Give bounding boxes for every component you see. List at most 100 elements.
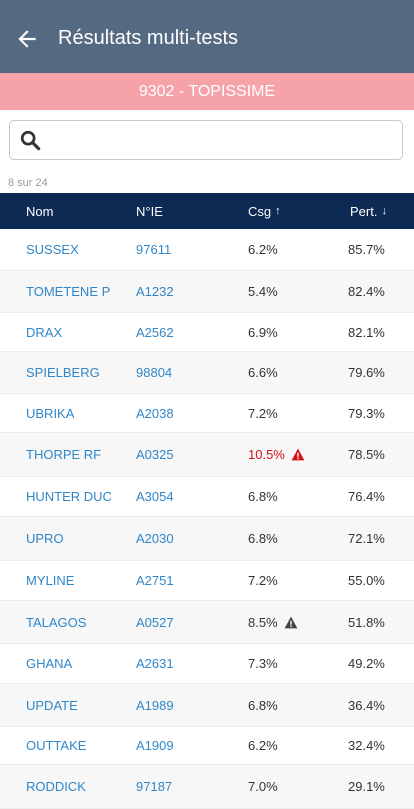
cell-ie[interactable]: 97611: [136, 229, 171, 270]
cell-nom[interactable]: DRAX: [26, 313, 62, 351]
cell-nom-text: GHANA: [26, 656, 73, 671]
cell-ie-text: A0325: [136, 447, 174, 462]
cell-ie[interactable]: A1232: [136, 271, 174, 312]
cell-ie[interactable]: A0325: [136, 433, 174, 476]
table-row[interactable]: TALAGOS A0527 8.5% 51.8%: [0, 601, 414, 644]
table-row[interactable]: UPDATE A1989 6.8% 36.4%: [0, 684, 414, 727]
cell-ie-text: A1989: [136, 697, 174, 713]
table-row[interactable]: UPRO A2030 6.8% 72.1%: [0, 517, 414, 561]
search-input[interactable]: [49, 122, 402, 158]
cell-ie[interactable]: A1989: [136, 684, 174, 726]
cell-nom[interactable]: OUTTAKE: [26, 727, 86, 764]
cell-nom[interactable]: MYLINE: [26, 561, 74, 600]
cell-csg: 10.5%: [248, 433, 305, 476]
cell-ie-text: A1909: [136, 738, 174, 753]
cell-pert-text: 72.1%: [348, 531, 385, 546]
cell-pert: 32.4%: [348, 727, 385, 764]
cell-csg-text: 6.9%: [248, 324, 278, 340]
cell-nom[interactable]: THORPE RF: [26, 433, 101, 476]
cell-ie-text: A2631: [136, 656, 174, 671]
cell-ie-text: A2038: [136, 405, 174, 421]
column-header-csg[interactable]: Csg ↑: [248, 193, 281, 229]
cell-csg: 7.3%: [248, 644, 278, 683]
cell-pert-text: 32.4%: [348, 738, 385, 753]
cell-csg: 7.2%: [248, 561, 278, 600]
cell-nom[interactable]: RODDICK: [26, 765, 86, 808]
table-row[interactable]: MYLINE A2751 7.2% 55.0%: [0, 561, 414, 601]
table-row[interactable]: GHANA A2631 7.3% 49.2%: [0, 644, 414, 684]
cell-ie-text: 98804: [136, 365, 173, 380]
cell-nom[interactable]: UPRO: [26, 517, 64, 560]
table-row[interactable]: RODDICK 97187 7.0% 29.1%: [0, 765, 414, 809]
cell-pert-text: 51.8%: [348, 614, 385, 630]
cell-ie[interactable]: A2751: [136, 561, 174, 600]
column-header-label: Csg: [248, 203, 272, 219]
cell-pert: 29.1%: [348, 765, 385, 808]
cell-pert: 55.0%: [348, 561, 385, 600]
table-row[interactable]: TOMETENE P A1232 5.4% 82.4%: [0, 271, 414, 313]
search-box[interactable]: [9, 120, 403, 160]
cell-pert-text: 85.7%: [348, 242, 385, 257]
cell-csg: 5.4%: [248, 271, 278, 312]
table-row[interactable]: HUNTER DUC A3054 6.8% 76.4%: [0, 477, 414, 517]
warning-icon: [291, 448, 305, 461]
cell-pert: 82.1%: [348, 313, 385, 351]
column-header-pert[interactable]: Pert. ↓: [350, 193, 387, 229]
cell-ie-text: A2751: [136, 573, 174, 588]
table-row[interactable]: THORPE RF A0325 10.5% 78.5%: [0, 433, 414, 477]
cell-csg-text: 10.5%: [248, 447, 285, 462]
table-row[interactable]: SUSSEX 97611 6.2% 85.7%: [0, 229, 414, 271]
table-row[interactable]: SPIELBERG 98804 6.6% 79.6%: [0, 352, 414, 394]
column-header-ie[interactable]: N°IE: [136, 193, 163, 229]
table-row[interactable]: DRAX A2562 6.9% 82.1%: [0, 313, 414, 352]
cell-nom[interactable]: UBRIKA: [26, 394, 74, 432]
column-header-nom[interactable]: Nom: [26, 193, 53, 229]
cell-nom[interactable]: UPDATE: [26, 684, 78, 726]
cell-ie-text: A2030: [136, 531, 174, 546]
cell-ie[interactable]: A2562: [136, 313, 174, 351]
cell-pert-text: 36.4%: [348, 697, 385, 713]
cell-csg-text: 6.8%: [248, 697, 278, 713]
cell-ie[interactable]: A2631: [136, 644, 174, 683]
cell-csg-text: 7.2%: [248, 405, 278, 421]
cell-csg: 6.2%: [248, 229, 278, 270]
cell-pert: 72.1%: [348, 517, 385, 560]
cell-ie[interactable]: A3054: [136, 477, 174, 516]
page-title: Résultats multi-tests: [58, 27, 239, 49]
cell-pert: 82.4%: [348, 271, 385, 312]
cell-csg-text: 6.2%: [248, 242, 278, 257]
cell-pert: 36.4%: [348, 684, 385, 726]
cell-ie[interactable]: A1909: [136, 727, 174, 764]
back-arrow-icon[interactable]: [14, 26, 40, 52]
table-row[interactable]: UBRIKA A2038 7.2% 79.3%: [0, 394, 414, 433]
cell-nom[interactable]: TOMETENE P: [26, 271, 110, 312]
warning-icon: [284, 616, 298, 628]
cell-csg-text: 5.4%: [248, 284, 278, 299]
cell-nom[interactable]: GHANA: [26, 644, 72, 683]
cell-nom-text: MYLINE: [26, 573, 75, 588]
cell-csg: 6.8%: [248, 684, 278, 726]
table-header: Nom N°IE Csg ↑ Pert. ↓: [0, 193, 414, 229]
cell-ie-text: 97611: [136, 242, 172, 257]
cell-ie[interactable]: A2030: [136, 517, 174, 560]
cell-pert-text: 82.1%: [348, 324, 385, 340]
sort-up-icon: ↑: [275, 205, 281, 217]
cell-csg-text: 7.0%: [248, 779, 278, 794]
cell-pert-text: 79.3%: [348, 405, 385, 421]
cell-nom[interactable]: SUSSEX: [26, 229, 79, 270]
cell-nom[interactable]: SPIELBERG: [26, 352, 100, 393]
cell-ie[interactable]: A0527: [136, 601, 174, 643]
cell-ie[interactable]: 98804: [136, 352, 172, 393]
cell-nom-text: HUNTER DUC: [26, 489, 112, 504]
cell-csg: 6.8%: [248, 517, 278, 560]
cell-pert-text: 82.4%: [348, 284, 385, 299]
cell-csg-text: 8.5%: [248, 614, 278, 630]
table-row[interactable]: OUTTAKE A1909 6.2% 32.4%: [0, 727, 414, 765]
search-icon: [20, 130, 41, 151]
cell-nom-text: UPRO: [26, 531, 64, 546]
selection-banner-label: 9302 - TOPISSIME: [138, 82, 276, 100]
cell-nom[interactable]: HUNTER DUC: [26, 477, 112, 516]
cell-ie[interactable]: A2038: [136, 394, 174, 432]
cell-ie[interactable]: 97187: [136, 765, 172, 808]
cell-nom[interactable]: TALAGOS: [26, 601, 86, 643]
